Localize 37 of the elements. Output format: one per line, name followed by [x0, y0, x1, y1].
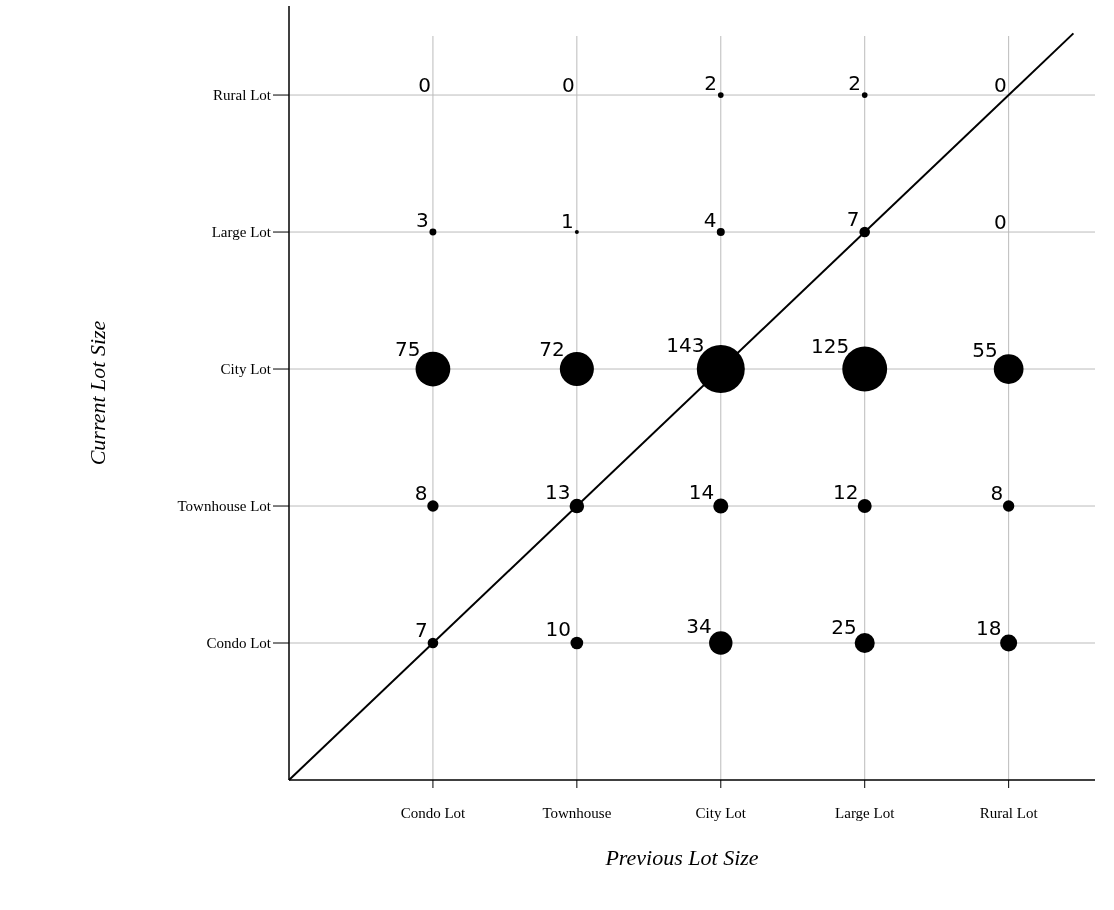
data-label: 0	[993, 210, 1007, 235]
data-label: 3	[416, 207, 429, 232]
data-label: 10	[545, 617, 572, 642]
data-label: 1	[560, 208, 574, 233]
data-label: 75	[395, 336, 421, 361]
x-tick-label: City Lot	[695, 805, 747, 821]
data-label: 55	[972, 338, 998, 363]
data-label: 8	[414, 480, 428, 505]
data-label: 0	[993, 73, 1007, 98]
data-label: 0	[562, 73, 575, 98]
y-tick-label: Condo Lot	[206, 635, 272, 652]
data-label: 125	[811, 333, 850, 358]
x-tick-label: Large Lot	[835, 805, 896, 821]
data-label: 7	[415, 617, 428, 642]
y-tick-label: Townhouse Lot	[177, 498, 272, 515]
data-label: 2	[704, 71, 718, 96]
data-label: 7	[846, 206, 860, 231]
y-tick-label: Large Lot	[211, 224, 272, 241]
data-label: 8	[990, 480, 1004, 505]
y-tick-label: Rural Lot	[213, 87, 272, 104]
x-tick-label: Townhouse	[542, 805, 612, 821]
x-axis-title: Previous Lot Size	[604, 845, 759, 870]
y-axis-title: Current Lot Size	[85, 320, 110, 466]
data-label: 13	[545, 479, 571, 504]
data-label: 0	[418, 73, 431, 98]
x-tick-label: Rural Lot	[979, 805, 1039, 821]
data-label: 18	[976, 615, 1002, 640]
data-label: 4	[703, 207, 717, 232]
y-tick-label: City Lot	[220, 361, 272, 378]
data-label: 14	[688, 479, 715, 504]
x-tick-label: Condo Lot	[400, 805, 467, 821]
data-label: 72	[539, 336, 565, 361]
data-label: 12	[833, 479, 859, 504]
data-label: 2	[848, 71, 862, 96]
data-label: 25	[831, 614, 857, 639]
data-label: 34	[686, 613, 712, 638]
data-label: 143	[666, 332, 705, 357]
